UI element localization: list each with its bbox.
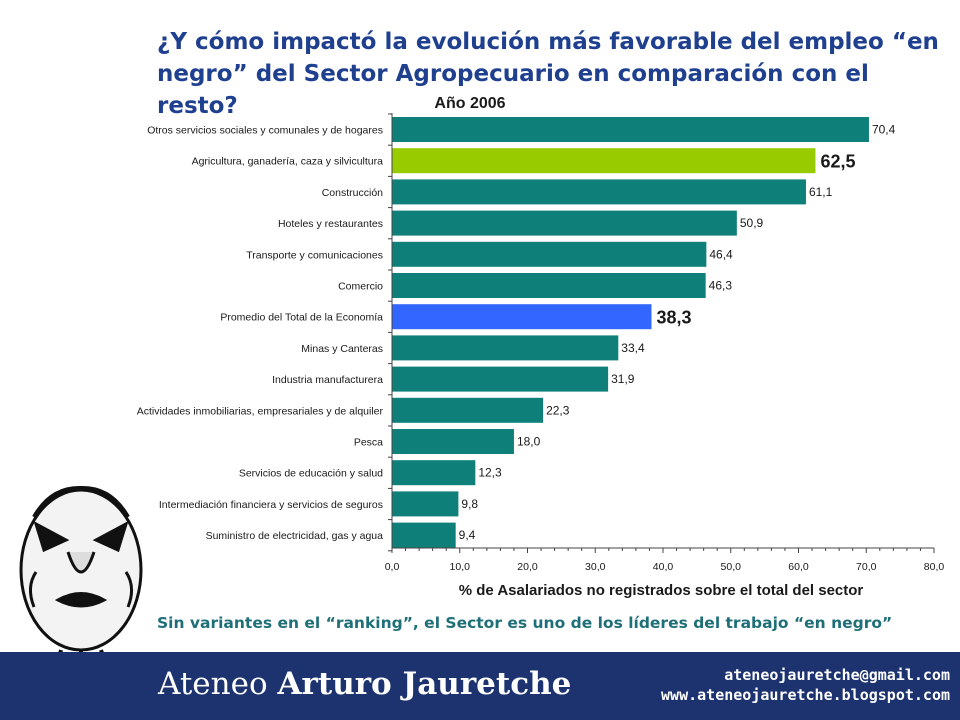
value-label: 9,8 xyxy=(461,497,478,511)
bar xyxy=(392,273,706,298)
value-label: 38,3 xyxy=(656,308,691,328)
website-url: www.ateneojauretche.blogspot.com xyxy=(661,686,950,704)
x-tick-label: 40,0 xyxy=(653,561,674,573)
category-label: Pesca xyxy=(354,437,383,449)
slide-title: ¿Y cómo impactó la evolución más favorab… xyxy=(157,29,939,119)
bar xyxy=(392,148,816,174)
value-label: 22,3 xyxy=(546,403,570,417)
bar-chart: Año 2006 Otros servicios sociales y comu… xyxy=(137,95,945,599)
x-tick-label: 60,0 xyxy=(788,561,809,573)
x-tick-label: 10,0 xyxy=(450,561,471,573)
category-label: Construcción xyxy=(322,187,383,199)
value-label: 70,4 xyxy=(872,123,896,137)
value-label: 62,5 xyxy=(820,152,855,172)
x-tick-label: 30,0 xyxy=(585,561,606,573)
brand-name-regular: Ateneo xyxy=(158,666,268,702)
bar xyxy=(392,429,514,454)
value-label: 31,9 xyxy=(611,372,635,386)
category-label: Transporte y comunicaciones xyxy=(246,249,383,261)
x-axis-label: % de Asalariados no registrados sobre el… xyxy=(459,582,864,599)
bar xyxy=(392,117,869,142)
value-labels: 70,4 62,5 61,1 50,9 46,4 46,3 38,3 33,4 31,9 22,3… xyxy=(459,123,896,543)
category-label: Suministro de electricidad, gas y agua xyxy=(206,530,384,542)
category-label: Comercio xyxy=(338,281,383,293)
bar xyxy=(392,460,476,486)
bar xyxy=(392,491,459,517)
bar xyxy=(392,522,456,548)
bars xyxy=(392,117,869,548)
bar xyxy=(392,210,737,236)
x-tick-label: 70,0 xyxy=(856,561,877,573)
x-tick-label: 80,0 xyxy=(924,561,945,573)
email-address: ateneojauretche@gmail.com xyxy=(724,666,950,684)
x-tick-label: 0,0 xyxy=(385,561,400,573)
value-label: 50,9 xyxy=(740,216,764,230)
footer-banner: Ateneo Arturo Jauretche ateneojauretche@… xyxy=(0,652,960,720)
category-label: Servicios de educación y salud xyxy=(239,468,383,480)
value-label: 33,4 xyxy=(621,341,645,355)
bar xyxy=(392,397,544,423)
value-label: 9,4 xyxy=(459,528,476,542)
value-label: 61,1 xyxy=(809,185,833,199)
bar xyxy=(392,366,609,392)
value-label: 18,0 xyxy=(517,435,541,449)
category-label: Promedio del Total de la Economía xyxy=(220,312,383,324)
value-label: 12,3 xyxy=(478,466,502,480)
brand-name-bold: Arturo Jauretche xyxy=(277,666,572,702)
bar xyxy=(392,179,806,205)
bar xyxy=(392,335,619,361)
category-label: Actividades inmobiliarias, empresariales… xyxy=(137,405,384,417)
brand-name: Ateneo Arturo Jauretche xyxy=(158,666,571,702)
category-labels: Otros servicios sociales y comunales y d… xyxy=(137,125,384,543)
category-label: Otros servicios sociales y comunales y d… xyxy=(147,125,383,137)
bar xyxy=(392,304,652,330)
chart-title: Año 2006 xyxy=(434,95,505,112)
category-label: Intermediación financiera y servicios de… xyxy=(159,499,383,511)
x-axis: 0,0 10,0 20,0 30,0 40,0 50,0 60,0 70,0 80,0 xyxy=(385,113,945,573)
category-label: Industria manufacturera xyxy=(272,374,383,386)
x-tick-label: 50,0 xyxy=(721,561,742,573)
bar xyxy=(392,241,707,267)
category-label: Hoteles y restaurantes xyxy=(278,218,383,230)
x-tick-label: 20,0 xyxy=(517,561,538,573)
category-label: Minas y Canteras xyxy=(301,343,383,355)
category-label: Agricultura, ganadería, caza y silvicult… xyxy=(192,156,384,168)
value-label: 46,3 xyxy=(709,279,733,293)
footnote: Sin variantes en el “ranking”, el Sector… xyxy=(157,614,893,632)
contact-info: ateneojauretche@gmail.com www.ateneojaur… xyxy=(661,665,950,705)
value-label: 46,4 xyxy=(709,247,733,261)
